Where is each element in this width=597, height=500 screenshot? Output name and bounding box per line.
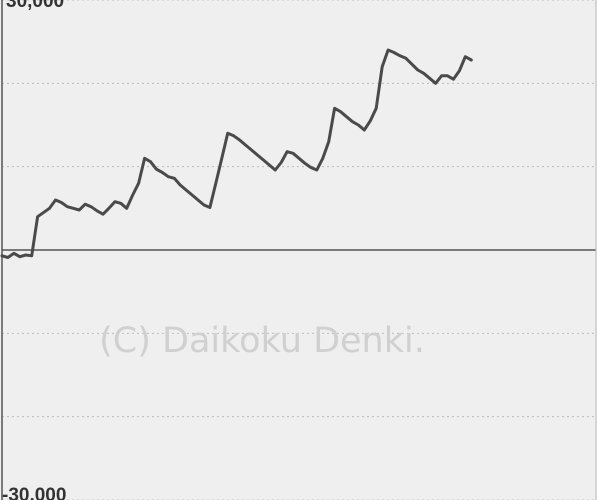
y-tick-label-top: 30,000 <box>6 0 64 12</box>
watermark-text: (C) Daikoku Denki. <box>99 321 425 361</box>
series-layer <box>0 48 473 259</box>
series-line-0 <box>0 48 473 259</box>
y-tick-label-bottom: -30,000 <box>2 485 66 500</box>
